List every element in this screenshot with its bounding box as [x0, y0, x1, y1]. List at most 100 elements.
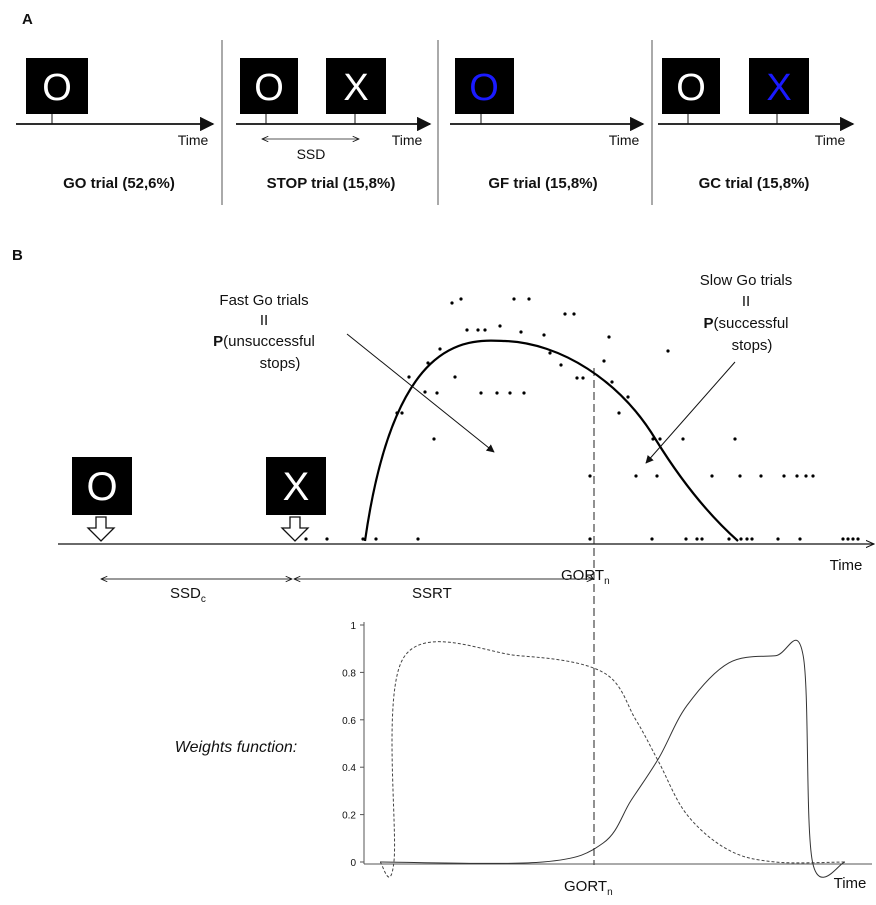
rt-dot	[432, 437, 436, 441]
rt-dot	[522, 391, 526, 395]
series-dashed-line	[379, 641, 846, 878]
y-tick-label: 1	[350, 621, 356, 632]
rt-dot	[450, 301, 454, 305]
rt-dot	[400, 411, 404, 415]
rt-dot	[542, 333, 546, 337]
rt-dot	[483, 328, 487, 332]
rt-dot	[476, 328, 480, 332]
rt-dot	[811, 474, 815, 478]
slow-go-pointer-arrow	[645, 361, 736, 464]
rt-dot	[738, 474, 742, 478]
rt-dot	[607, 335, 611, 339]
chart-title: Weights function:	[175, 739, 297, 756]
rt-dot	[453, 375, 457, 379]
rt-dot	[733, 437, 737, 441]
rt-dot	[361, 537, 365, 541]
fast-go-line2: II	[260, 312, 268, 329]
rt-dot	[658, 437, 662, 441]
stop-stimulus-symbol: X	[283, 465, 310, 509]
stop-onset-arrow-icon	[280, 516, 310, 542]
rt-dot	[508, 391, 512, 395]
rt-dot	[684, 537, 688, 541]
ssd-c-label: SSDc	[170, 585, 206, 605]
rt-dot	[559, 363, 563, 367]
fast-go-line3: P(unsuccessful	[213, 333, 315, 350]
y-tick-label: 0.2	[342, 811, 356, 822]
rt-dot	[617, 411, 621, 415]
rt-dot	[581, 376, 585, 380]
rt-dot	[519, 330, 523, 334]
y-tick-label: 0.4	[342, 763, 356, 774]
rt-dot	[588, 537, 592, 541]
rt-dot	[423, 390, 427, 394]
trial-caption: STOP trial (15,8%)	[267, 175, 396, 192]
go-stimulus-box	[72, 457, 132, 515]
rt-dot	[465, 328, 469, 332]
stop-stimulus-box	[266, 457, 326, 515]
rt-dot	[745, 537, 749, 541]
go-stimulus-symbol: O	[42, 67, 72, 109]
rt-dot	[426, 361, 430, 365]
trial-caption: GC trial (15,8%)	[699, 175, 810, 192]
time-label: Time	[830, 557, 863, 574]
go-trial: O Time GO trial (52,6%)	[16, 58, 215, 192]
series-solid-line	[379, 639, 846, 878]
rt-dot	[795, 474, 799, 478]
y-ticks: 0 0.2 0.4 0.6 0.8 1	[342, 621, 364, 869]
go-onset-arrow-icon	[86, 516, 116, 542]
time-label: Time	[178, 132, 209, 148]
rt-dot	[498, 324, 502, 328]
rt-dot	[759, 474, 763, 478]
slow-go-line4: stops)	[732, 337, 773, 354]
y-tick-label: 0	[350, 858, 356, 869]
gort-marker-label: GORTn	[564, 878, 613, 898]
rt-dot	[563, 312, 567, 316]
rt-dot	[459, 297, 463, 301]
go-stimulus-box	[240, 58, 298, 114]
rt-dot	[695, 537, 699, 541]
rt-dot	[856, 537, 860, 541]
rt-dot	[374, 537, 378, 541]
stop-trial: O X SSD Time STOP trial (15,8%)	[236, 58, 432, 192]
slow-go-line2: II	[742, 293, 750, 310]
rt-dot	[588, 474, 592, 478]
rt-dot	[750, 537, 754, 541]
time-label: Time	[609, 132, 640, 148]
rt-dot	[739, 537, 743, 541]
rt-dot	[395, 411, 399, 415]
rt-dot	[325, 537, 329, 541]
go-stimulus-box	[26, 58, 88, 114]
rt-dot	[851, 537, 855, 541]
ssrt-label: SSRT	[412, 585, 452, 602]
blue-stop-stimulus-symbol: X	[766, 67, 791, 109]
fast-go-line1: Fast Go trials	[219, 292, 308, 309]
go-stimulus-box	[662, 58, 720, 114]
rt-dot	[776, 537, 780, 541]
panel-a-label: A	[22, 11, 33, 28]
rt-dot	[479, 391, 483, 395]
rt-dot	[846, 537, 850, 541]
go-stimulus-symbol: O	[86, 465, 117, 509]
rt-dot	[727, 537, 731, 541]
rt-dot	[512, 297, 516, 301]
rt-dot	[798, 537, 802, 541]
fast-go-line4: stops)	[260, 355, 301, 372]
rt-dot	[626, 395, 630, 399]
go-rt-distribution-curve	[363, 339, 739, 542]
slow-go-line1: Slow Go trials	[700, 272, 793, 289]
rt-dot	[634, 474, 638, 478]
fast-go-annotation: Fast Go trials II P(unsuccessful stops)	[213, 292, 495, 453]
rt-dot	[527, 297, 531, 301]
weights-chart: 0 0.2 0.4 0.6 0.8 1	[342, 621, 872, 878]
rt-dot	[710, 474, 714, 478]
go-stimulus-box	[455, 58, 514, 114]
rt-dot	[655, 474, 659, 478]
gort-label: GORTn	[561, 567, 610, 587]
rt-dot	[548, 351, 552, 355]
rt-dot	[666, 349, 670, 353]
rt-dot	[841, 537, 845, 541]
stop-stimulus-box	[326, 58, 386, 114]
trial-caption: GO trial (52,6%)	[63, 175, 175, 192]
slow-go-line3: P(successful	[703, 315, 788, 332]
